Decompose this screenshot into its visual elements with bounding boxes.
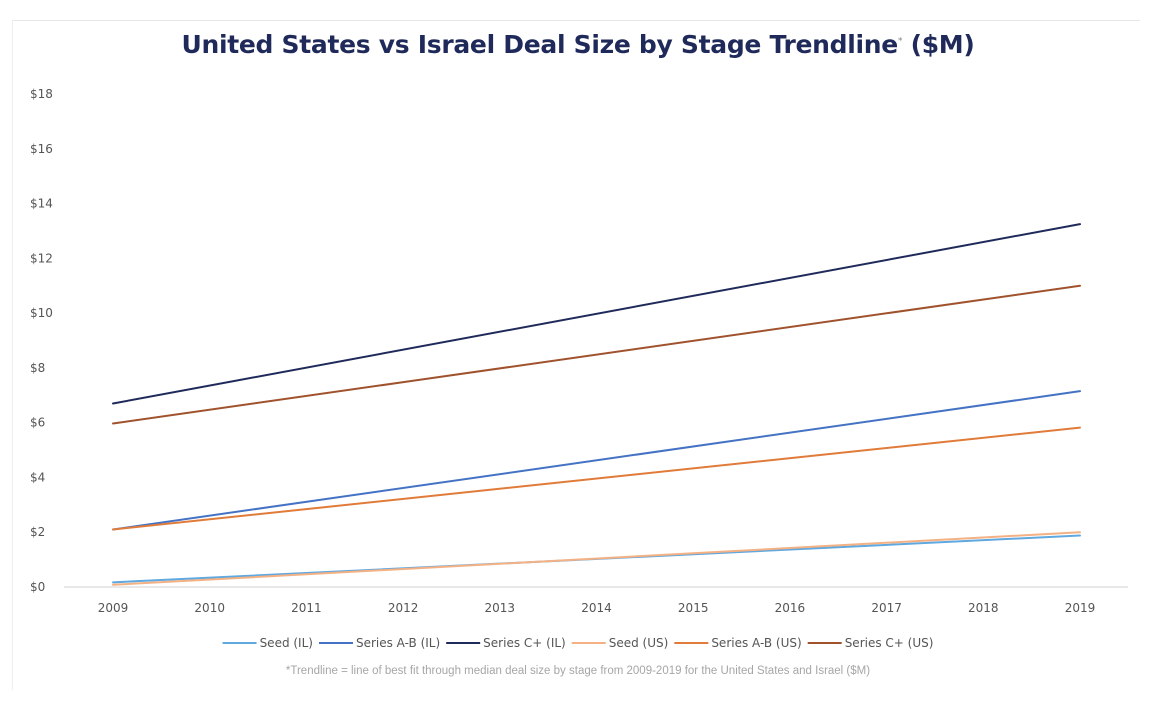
series-line xyxy=(112,223,1081,405)
footnote: *Trendline = line of best fit through me… xyxy=(285,665,871,677)
series-line xyxy=(112,390,1081,531)
legend-label: Series A-B (IL) xyxy=(356,636,440,650)
x-tick-label: 2010 xyxy=(194,601,225,615)
series-line xyxy=(112,284,1081,425)
y-tick-label: $14 xyxy=(30,197,53,211)
series-line xyxy=(112,426,1081,531)
y-tick-label: $6 xyxy=(30,416,45,430)
x-tick-label: 2016 xyxy=(775,601,806,615)
y-tick-label: $2 xyxy=(30,525,45,539)
x-tick-label: 2017 xyxy=(871,601,902,615)
x-tick-label: 2012 xyxy=(388,601,419,615)
legend-label: Series A-B (US) xyxy=(711,636,801,650)
x-tick-label: 2014 xyxy=(581,601,612,615)
top-divider xyxy=(12,20,1140,21)
series-lines xyxy=(112,223,1081,586)
chart-title-text: United States vs Israel Deal Size by Sta… xyxy=(181,30,898,59)
y-tick-label: $18 xyxy=(30,87,53,101)
legend-label: Series C+ (US) xyxy=(845,636,934,650)
x-tick-label: 2011 xyxy=(291,601,322,615)
x-tick-label: 2009 xyxy=(98,601,129,615)
x-tick-label: 2013 xyxy=(485,601,516,615)
chart-title-unit: ($M) xyxy=(910,30,975,59)
y-axis: $0 $2 $4 $6 $8 $10 $12 $14 $16 $18 xyxy=(30,87,53,594)
y-tick-label: $0 xyxy=(30,580,45,594)
chart-title: United States vs Israel Deal Size by Sta… xyxy=(0,30,1156,59)
x-tick-label: 2019 xyxy=(1065,601,1096,615)
legend: Seed (IL) Series A-B (IL) Series C+ (IL) Se… xyxy=(222,636,934,650)
chart-title-mark: * xyxy=(897,36,903,47)
y-tick-label: $8 xyxy=(30,361,45,375)
y-tick-label: $10 xyxy=(30,306,53,320)
legend-label: Seed (IL) xyxy=(260,636,313,650)
y-tick-label: $4 xyxy=(30,470,45,484)
x-tick-label: 2015 xyxy=(678,601,709,615)
x-axis: 2009 2010 2011 2012 2013 2014 2015 2016 2017 2018… xyxy=(64,586,1128,615)
x-tick-label: 2018 xyxy=(968,601,999,615)
y-tick-label: $16 xyxy=(30,142,53,156)
left-divider xyxy=(12,20,13,690)
y-tick-label: $12 xyxy=(30,251,53,265)
legend-label: Seed (US) xyxy=(609,636,669,650)
series-line xyxy=(112,531,1081,586)
legend-label: Series C+ (IL) xyxy=(483,636,566,650)
